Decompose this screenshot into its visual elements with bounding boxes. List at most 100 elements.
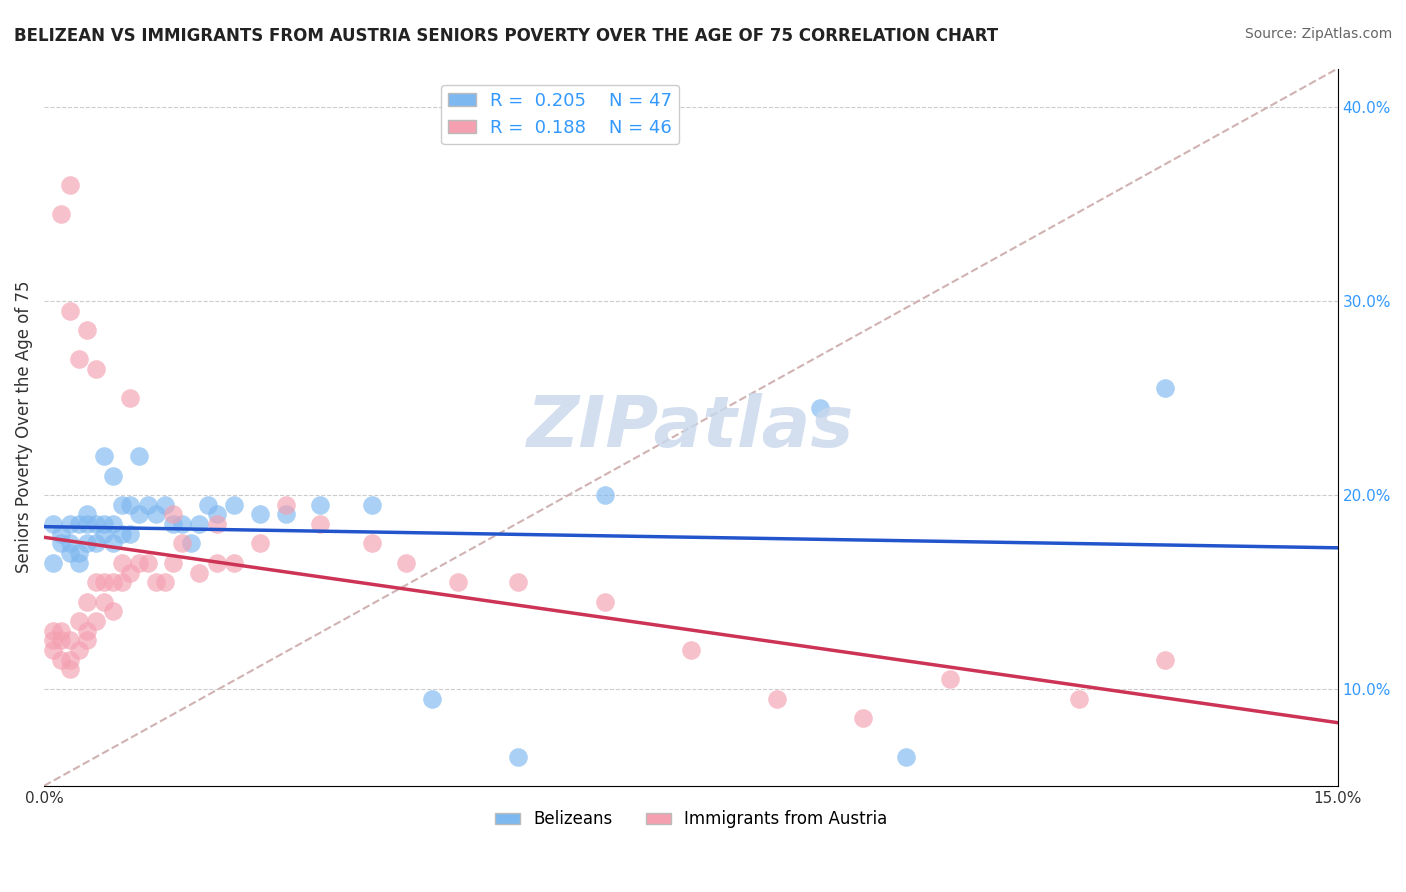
Point (145, 508, 167, 522)
Point (938, 672, 960, 686)
Point (111, 575, 134, 590)
Point (120, 566, 142, 580)
Point (120, 526, 142, 541)
Point (93, 449, 115, 463)
Point (162, 517, 184, 532)
Point (93, 517, 115, 532)
Point (42, 643, 65, 657)
Point (42, 556, 65, 570)
Point (51, 653, 73, 667)
Point (808, 401, 831, 415)
Point (76, 508, 98, 522)
Point (1154, 381, 1177, 395)
Point (84, 575, 107, 590)
Point (197, 498, 219, 512)
Point (84, 536, 107, 550)
Point (896, 749, 918, 764)
Point (101, 517, 124, 532)
Point (360, 536, 382, 550)
Point (59, 303, 82, 318)
Point (172, 536, 194, 550)
Point (84, 517, 107, 532)
Point (76, 536, 98, 550)
Text: BELIZEAN VS IMMIGRANTS FROM AUSTRIA SENIORS POVERTY OVER THE AGE OF 75 CORRELATI: BELIZEAN VS IMMIGRANTS FROM AUSTRIA SENI… (14, 27, 998, 45)
Point (222, 498, 245, 512)
Point (1154, 653, 1177, 667)
Point (59, 546, 82, 560)
Point (249, 536, 271, 550)
Point (101, 604, 124, 618)
Point (222, 556, 245, 570)
Legend: Belizeans, Immigrants from Austria: Belizeans, Immigrants from Austria (488, 804, 894, 835)
Point (205, 508, 228, 522)
Point (59, 653, 82, 667)
Point (766, 691, 789, 706)
Point (42, 624, 65, 638)
Point (101, 468, 124, 483)
Point (447, 575, 470, 590)
Point (59, 517, 82, 532)
Point (309, 517, 332, 532)
Point (111, 498, 134, 512)
Point (153, 575, 176, 590)
Point (111, 526, 134, 541)
Point (76, 323, 98, 337)
Point (93, 526, 115, 541)
Point (679, 643, 702, 657)
Point (1067, 691, 1090, 706)
Point (76, 594, 98, 608)
Point (136, 556, 159, 570)
Point (128, 449, 150, 463)
Point (153, 498, 176, 512)
Point (188, 566, 211, 580)
Point (508, 575, 530, 590)
Point (593, 488, 616, 502)
Point (172, 517, 194, 532)
Point (93, 594, 115, 608)
Text: Source: ZipAtlas.com: Source: ZipAtlas.com (1244, 27, 1392, 41)
Point (93, 575, 115, 590)
Point (136, 498, 159, 512)
Point (67, 643, 90, 657)
Point (67, 614, 90, 628)
Point (205, 517, 228, 532)
Point (180, 536, 202, 550)
Point (128, 556, 150, 570)
Point (249, 508, 271, 522)
Point (76, 633, 98, 648)
Text: ZIPatlas: ZIPatlas (527, 392, 855, 462)
Point (188, 517, 211, 532)
Point (205, 556, 228, 570)
Point (852, 711, 875, 725)
Point (59, 663, 82, 677)
Point (101, 536, 124, 550)
Point (51, 633, 73, 648)
Point (84, 614, 107, 628)
Point (59, 536, 82, 550)
Point (76, 624, 98, 638)
Point (59, 633, 82, 648)
Point (162, 556, 184, 570)
Point (420, 691, 443, 706)
Point (51, 207, 73, 221)
Point (508, 749, 530, 764)
Point (593, 594, 616, 608)
Point (274, 508, 297, 522)
Point (42, 517, 65, 532)
Point (67, 546, 90, 560)
Y-axis label: Seniors Poverty Over the Age of 75: Seniors Poverty Over the Age of 75 (15, 281, 32, 574)
Point (128, 508, 150, 522)
Point (42, 633, 65, 648)
Point (51, 536, 73, 550)
Point (111, 556, 134, 570)
Point (67, 517, 90, 532)
Point (120, 498, 142, 512)
Point (59, 178, 82, 192)
Point (67, 556, 90, 570)
Point (309, 498, 332, 512)
Point (101, 575, 124, 590)
Point (120, 391, 142, 405)
Point (162, 508, 184, 522)
Point (360, 498, 382, 512)
Point (51, 526, 73, 541)
